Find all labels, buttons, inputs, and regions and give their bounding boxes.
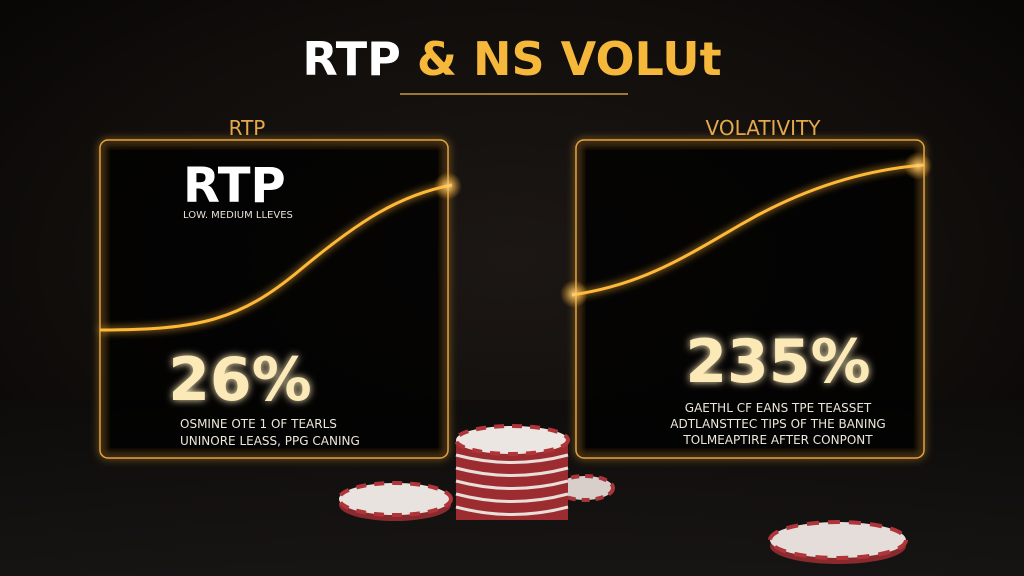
glow-spot: [904, 152, 932, 180]
chip: [454, 424, 570, 456]
title: RTP & NS VOLUt: [302, 32, 721, 86]
panel: [99, 139, 449, 459]
chip: [555, 474, 615, 502]
glow-spot: [560, 280, 588, 308]
description-line: UNINORE LEASS, PPG CANING: [180, 434, 360, 448]
panel-value: 235%: [685, 327, 870, 397]
description-line: ADTLANSTTEC TIPS OF THE BANING: [670, 417, 885, 431]
panel-heading: RTP: [183, 158, 286, 214]
chip-edges: [455, 453, 569, 516]
description-line: OSMINE OTE 1 OF TEARLS: [180, 417, 337, 431]
glow-spot: [434, 172, 462, 200]
panel-label: RTP: [229, 116, 266, 140]
chip: [337, 481, 453, 517]
panel-value: 26%: [168, 345, 312, 415]
title-part: & NS VOLUt: [417, 32, 722, 86]
title-part: RTP: [302, 32, 400, 86]
curve: [99, 183, 453, 332]
panel-label: VOLATIVITY: [706, 116, 822, 140]
chip: [768, 520, 908, 560]
curve: [571, 163, 925, 297]
panel-subheading: LOW. MEDIUM LLEVES: [183, 210, 293, 221]
description-line: GAETHL CF EANS TPE TEASSET: [685, 401, 872, 415]
chips: [337, 424, 908, 564]
description-line: TOLMEAPTIRE AFTER CONPONT: [682, 433, 873, 447]
